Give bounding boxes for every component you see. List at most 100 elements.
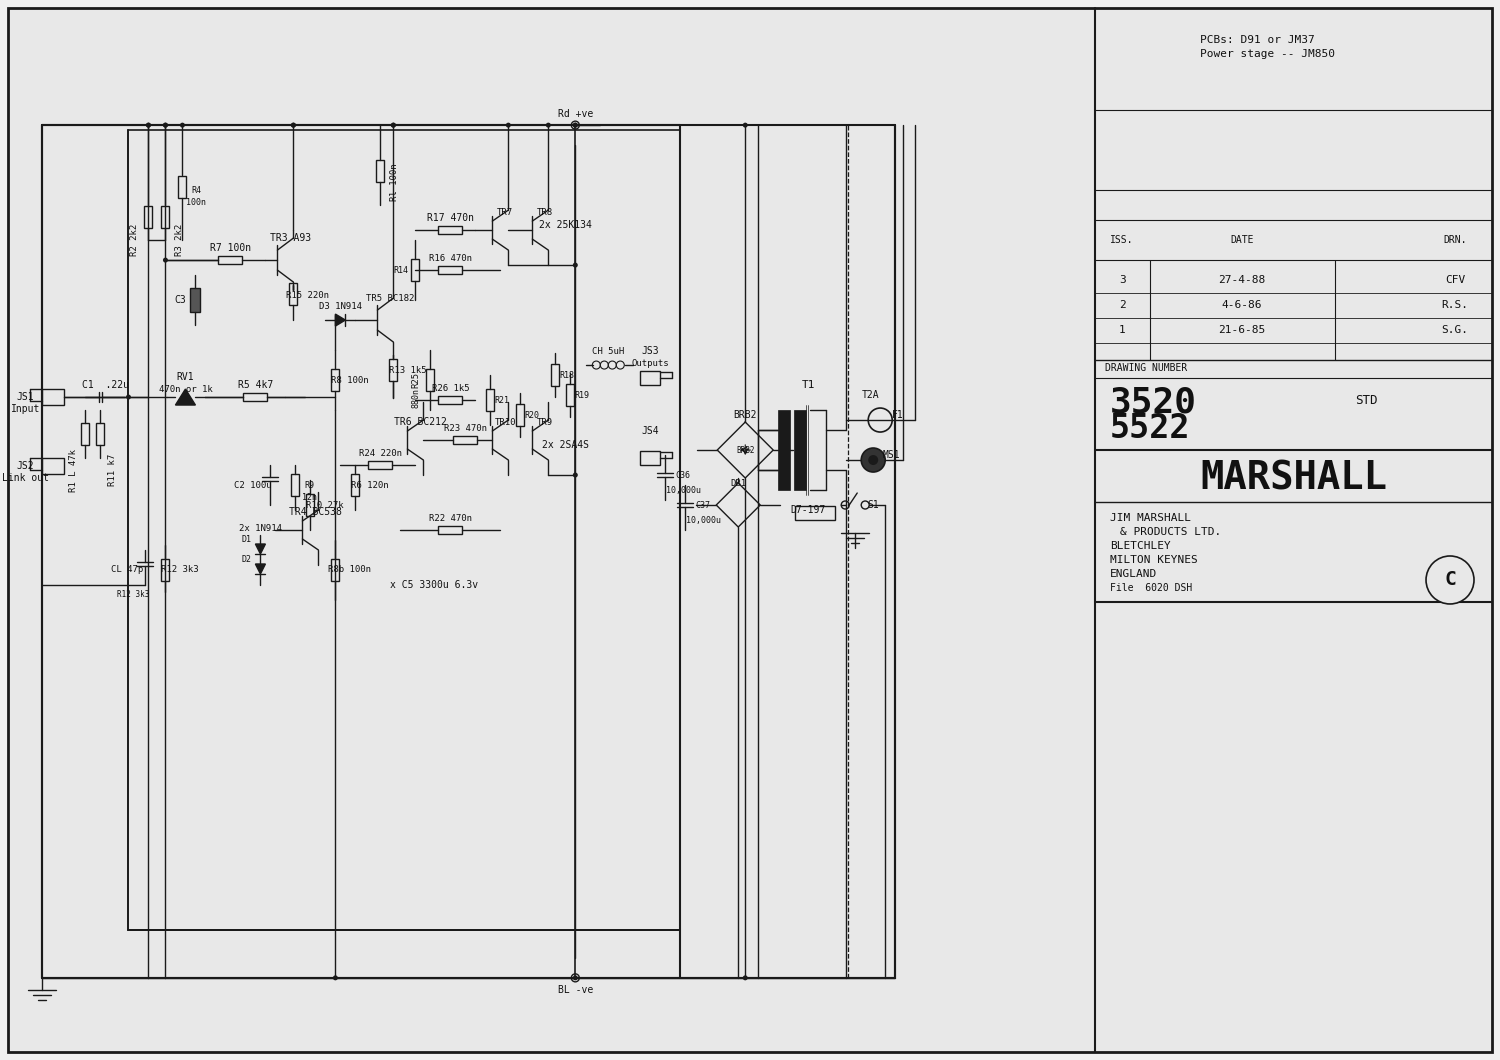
Text: x C5 3300u 6.3v: x C5 3300u 6.3v xyxy=(390,580,478,590)
Text: 12n: 12n xyxy=(302,493,316,501)
Bar xyxy=(162,206,170,228)
Text: S.G.: S.G. xyxy=(1442,325,1468,335)
Bar xyxy=(552,364,560,386)
Text: R2 2k2: R2 2k2 xyxy=(130,224,140,257)
Text: D2: D2 xyxy=(242,555,252,565)
Text: Rd +ve: Rd +ve xyxy=(558,109,592,119)
Text: CH 5uH: CH 5uH xyxy=(592,347,624,355)
Text: TR3 A93: TR3 A93 xyxy=(270,233,310,243)
Text: R23 470n: R23 470n xyxy=(444,424,488,432)
Bar xyxy=(640,450,660,465)
Text: R.S.: R.S. xyxy=(1442,300,1468,311)
Text: TR4 BC538: TR4 BC538 xyxy=(290,507,342,517)
Text: D3 1N914: D3 1N914 xyxy=(320,302,362,311)
Text: F1: F1 xyxy=(892,410,904,420)
Text: 100n: 100n xyxy=(186,197,207,207)
Text: MILTON KEYNES: MILTON KEYNES xyxy=(1110,555,1198,565)
Text: JIM MARSHALL: JIM MARSHALL xyxy=(1110,513,1191,523)
Text: D7-197: D7-197 xyxy=(790,505,826,515)
Text: BRB2: BRB2 xyxy=(736,445,754,455)
Bar xyxy=(640,371,660,385)
Text: RV1: RV1 xyxy=(177,372,195,382)
Text: & PRODUCTS LTD.: & PRODUCTS LTD. xyxy=(1120,527,1221,537)
Circle shape xyxy=(291,123,296,127)
Text: TR9: TR9 xyxy=(537,418,554,426)
Text: 27-4-88: 27-4-88 xyxy=(1218,276,1266,285)
Bar xyxy=(486,389,495,411)
Text: BRB2: BRB2 xyxy=(734,410,758,420)
Text: BLETCHLEY: BLETCHLEY xyxy=(1110,541,1172,551)
Text: R8b 100n: R8b 100n xyxy=(328,565,370,575)
Circle shape xyxy=(164,123,168,127)
Text: 2x 25K134: 2x 25K134 xyxy=(538,220,591,230)
Bar xyxy=(351,474,360,496)
Bar xyxy=(438,396,462,404)
Circle shape xyxy=(180,123,184,127)
Text: JS1: JS1 xyxy=(16,392,34,402)
Text: C1  .22u: C1 .22u xyxy=(82,381,129,390)
Polygon shape xyxy=(176,389,195,405)
Text: 2: 2 xyxy=(1119,300,1125,311)
Text: R17 470n: R17 470n xyxy=(427,213,474,223)
Bar xyxy=(567,384,574,406)
Text: JS2: JS2 xyxy=(16,461,34,471)
Circle shape xyxy=(392,123,396,127)
Text: T1: T1 xyxy=(801,381,814,390)
Text: R1 L 47k: R1 L 47k xyxy=(69,448,78,492)
Polygon shape xyxy=(255,564,266,573)
Text: C: C xyxy=(1444,570,1456,589)
Text: R18: R18 xyxy=(560,371,574,379)
Bar xyxy=(390,359,398,381)
Bar xyxy=(219,257,243,264)
Text: R20: R20 xyxy=(525,410,540,420)
Text: ISS.: ISS. xyxy=(1110,235,1134,245)
Text: 470n or 1k: 470n or 1k xyxy=(159,385,213,393)
Text: DB1: DB1 xyxy=(730,478,747,488)
Circle shape xyxy=(868,455,877,465)
Text: Rl 100n: Rl 100n xyxy=(390,163,399,201)
Text: 5522: 5522 xyxy=(1110,411,1191,444)
Text: C37: C37 xyxy=(696,500,711,510)
Text: R19: R19 xyxy=(574,390,590,400)
Text: R26 1k5: R26 1k5 xyxy=(432,384,470,392)
Text: MARSHALL: MARSHALL xyxy=(1200,459,1388,497)
Text: S1: S1 xyxy=(867,500,879,510)
Bar xyxy=(376,160,384,182)
Text: R11 k7: R11 k7 xyxy=(108,454,117,487)
Bar xyxy=(438,226,462,234)
Bar xyxy=(190,288,201,312)
Bar xyxy=(369,461,393,469)
Text: 21-6-85: 21-6-85 xyxy=(1218,325,1266,335)
Text: C2 100u: C2 100u xyxy=(234,480,272,490)
Circle shape xyxy=(164,123,168,127)
Text: PCBs: D91 or JM37: PCBs: D91 or JM37 xyxy=(1200,35,1316,46)
Text: TR6 BC212: TR6 BC212 xyxy=(394,417,447,427)
Bar xyxy=(178,176,186,198)
Bar xyxy=(144,206,153,228)
Text: JS3: JS3 xyxy=(642,346,658,356)
Text: R6 120n: R6 120n xyxy=(351,480,388,490)
Text: T2A: T2A xyxy=(861,390,879,400)
Text: R13 1k5: R13 1k5 xyxy=(388,366,426,374)
Text: R25: R25 xyxy=(413,372,422,388)
Bar xyxy=(438,266,462,275)
Bar xyxy=(96,423,105,445)
Polygon shape xyxy=(336,314,345,326)
Text: 3: 3 xyxy=(1119,276,1125,285)
Circle shape xyxy=(146,123,152,127)
Text: CFV: CFV xyxy=(1444,276,1466,285)
Circle shape xyxy=(291,123,296,127)
Bar xyxy=(42,458,64,474)
Text: Power stage -- JM850: Power stage -- JM850 xyxy=(1200,49,1335,59)
Circle shape xyxy=(573,473,578,477)
Circle shape xyxy=(573,975,578,980)
Text: R12 3k3: R12 3k3 xyxy=(160,565,198,575)
Text: TR7: TR7 xyxy=(498,208,513,216)
Bar xyxy=(453,436,477,444)
Text: File  6020 DSH: File 6020 DSH xyxy=(1110,583,1192,593)
Text: R24 220n: R24 220n xyxy=(358,448,402,458)
Text: JS4: JS4 xyxy=(642,426,658,436)
Text: 2x 1N914: 2x 1N914 xyxy=(238,524,282,532)
Text: 3520: 3520 xyxy=(1110,385,1197,419)
Text: Outputs: Outputs xyxy=(632,358,669,368)
